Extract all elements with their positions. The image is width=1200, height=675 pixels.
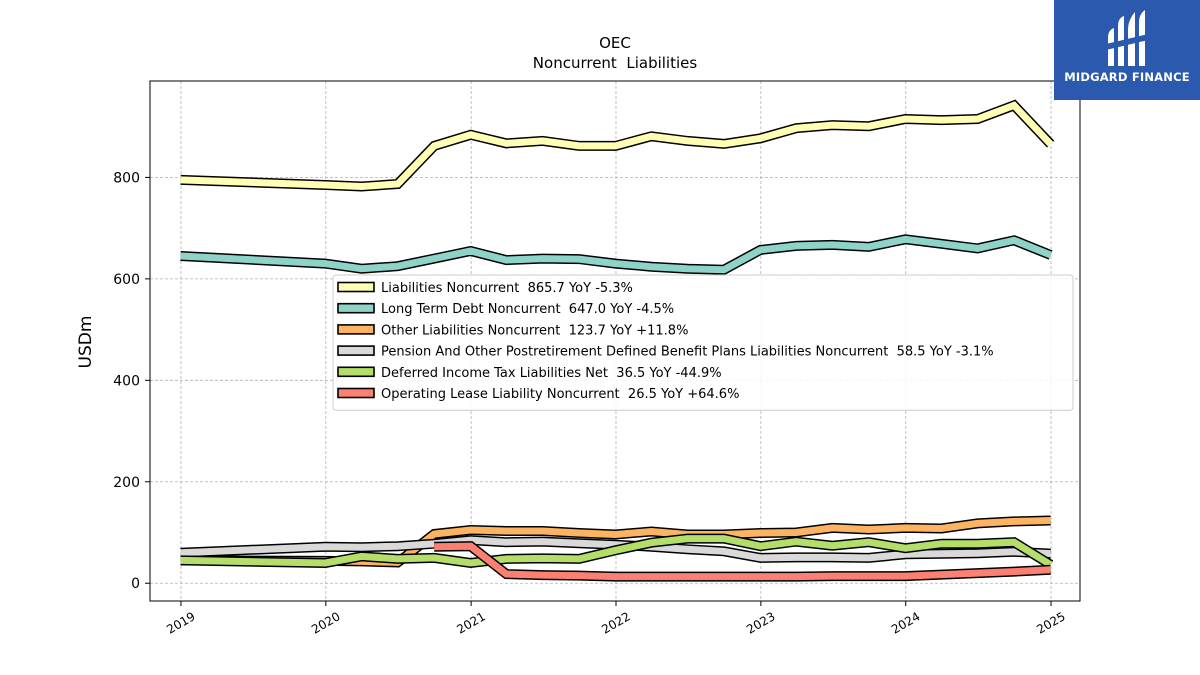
legend-swatch (337, 281, 375, 293)
legend-entry: Pension And Other Postretirement Defined… (337, 345, 994, 360)
midgard-logo-icon (1106, 10, 1148, 66)
x-tick-label: 2022 (599, 609, 632, 636)
brand-logo: MIDGARD FINANCE (1054, 0, 1200, 100)
y-tick-label: 200 (113, 475, 140, 491)
x-tick-label: 2020 (309, 609, 342, 636)
y-tick-label: 400 (113, 373, 140, 389)
legend-label: Liabilities Noncurrent 865.7 YoY -5.3% (381, 281, 633, 296)
series-line (180, 535, 1051, 563)
legend-swatch (337, 366, 375, 378)
series-line (180, 533, 1054, 569)
legend-label: Long Term Debt Noncurrent 647.0 YoY -4.5… (381, 302, 674, 317)
series-stroke (434, 542, 1051, 581)
y-tick-label: 800 (113, 170, 140, 186)
legend: Liabilities Noncurrent 865.7 YoY -5.3% Lo… (332, 274, 1074, 411)
legend-entry: Other Liabilities Noncurrent 123.7 YoY +… (337, 323, 688, 338)
series-stroke (180, 535, 1053, 568)
series-line (180, 234, 1053, 275)
series-lines (180, 99, 1055, 582)
legend-entry: Long Term Debt Noncurrent 647.0 YoY -4.5… (337, 302, 674, 317)
plot-area (149, 80, 1081, 602)
x-tick-label: 2024 (889, 609, 922, 636)
series-stroke (180, 101, 1054, 191)
legend-swatch (337, 302, 375, 314)
y-tick-label: 600 (113, 272, 140, 288)
legend-label: Pension And Other Postretirement Defined… (381, 345, 994, 360)
series-line (434, 541, 1051, 582)
x-tick-label: 2019 (164, 609, 197, 636)
series-line (180, 99, 1055, 192)
chart-subtitle: Noncurrent Liabilities (533, 54, 698, 72)
legend-box (332, 274, 1074, 411)
y-tick-label: 0 (131, 576, 140, 592)
legend-label: Operating Lease Liability Noncurrent 26.… (381, 387, 739, 402)
x-tick-label: 2023 (744, 609, 777, 636)
legend-label: Other Liabilities Noncurrent 123.7 YoY +… (381, 323, 688, 338)
x-tick-label: 2021 (454, 609, 487, 636)
y-axis-label: USDm (76, 316, 96, 369)
series-stroke (180, 235, 1052, 274)
legend-entry: Operating Lease Liability Noncurrent 26.… (337, 387, 739, 402)
series-stroke (180, 536, 1051, 562)
legend-swatch (337, 387, 375, 399)
legend-entry: Deferred Income Tax Liabilities Net 36.5… (337, 366, 722, 381)
legend-swatch (337, 324, 375, 335)
brand-name: MIDGARD FINANCE (1064, 70, 1190, 84)
legend-entry: Liabilities Noncurrent 865.7 YoY -5.3% (337, 281, 633, 296)
x-tick-label: 2025 (1034, 609, 1067, 636)
legend-label: Deferred Income Tax Liabilities Net 36.5… (381, 366, 722, 381)
legend-swatch (337, 345, 375, 356)
chart-title: OEC (599, 34, 631, 52)
